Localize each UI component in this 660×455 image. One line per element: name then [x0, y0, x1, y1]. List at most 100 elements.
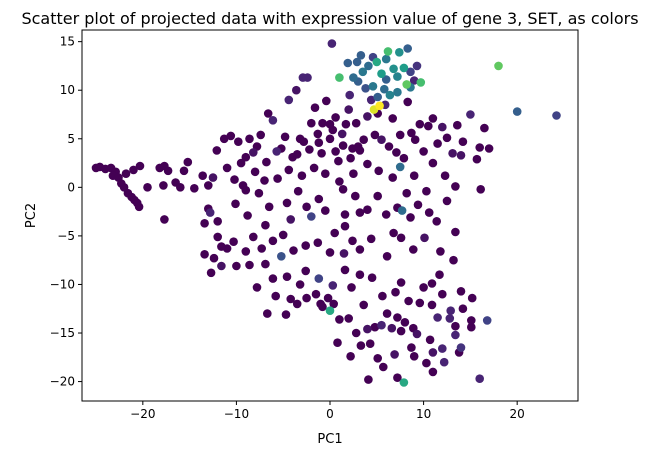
- data-point: [204, 181, 213, 190]
- data-point: [292, 150, 302, 159]
- data-point: [230, 175, 239, 184]
- data-point: [345, 90, 355, 100]
- data-point: [480, 123, 489, 133]
- data-point: [261, 259, 270, 269]
- data-point: [256, 130, 266, 140]
- data-point: [466, 110, 475, 119]
- data-point: [213, 217, 222, 226]
- y-tick-label: 5: [67, 132, 75, 146]
- data-point: [472, 154, 482, 164]
- data-point: [382, 309, 392, 318]
- data-point: [438, 289, 447, 299]
- data-point: [339, 249, 349, 258]
- data-point: [424, 208, 434, 217]
- data-point: [383, 47, 393, 56]
- data-point: [381, 54, 391, 64]
- data-point: [370, 322, 380, 332]
- data-point: [449, 255, 458, 265]
- data-point: [366, 234, 376, 244]
- data-point: [381, 75, 391, 84]
- data-point: [364, 61, 373, 71]
- x-tick-label: 10: [416, 407, 431, 421]
- data-point: [305, 145, 314, 154]
- data-point: [243, 211, 252, 220]
- data-point: [412, 329, 422, 339]
- data-point: [467, 322, 476, 332]
- data-point: [409, 76, 419, 85]
- data-point: [314, 138, 324, 147]
- data-point: [250, 167, 260, 177]
- x-tick-label: −20: [130, 407, 155, 421]
- data-point: [407, 128, 416, 138]
- data-point: [377, 320, 386, 330]
- data-point: [334, 156, 343, 166]
- data-point: [415, 119, 425, 129]
- data-point: [456, 151, 466, 160]
- data-point: [373, 92, 383, 102]
- data-point: [552, 111, 561, 120]
- data-point: [309, 163, 319, 173]
- data-point: [424, 121, 433, 131]
- y-axis-ticks: −20 −15 −10 −5 0 5 10 15: [50, 35, 82, 389]
- data-point: [428, 158, 438, 168]
- data-point: [289, 246, 298, 255]
- data-point: [428, 114, 438, 123]
- data-point: [302, 202, 311, 212]
- data-point: [367, 273, 377, 283]
- data-point: [245, 260, 254, 270]
- data-point: [406, 67, 415, 77]
- data-point: [402, 188, 412, 198]
- data-point: [413, 200, 423, 210]
- data-point: [384, 142, 394, 151]
- data-point: [416, 78, 426, 87]
- data-point: [458, 137, 468, 146]
- data-point: [351, 118, 361, 128]
- data-point: [321, 206, 330, 215]
- data-point: [337, 129, 347, 139]
- data-point: [317, 149, 326, 158]
- data-point: [396, 233, 406, 243]
- data-point: [373, 354, 383, 363]
- data-point: [368, 82, 378, 91]
- data-point: [378, 291, 387, 301]
- points-layer: [91, 39, 561, 387]
- data-point: [286, 215, 296, 224]
- data-point: [272, 147, 282, 156]
- data-point: [374, 166, 384, 176]
- data-point: [344, 314, 354, 323]
- data-point: [370, 130, 380, 140]
- data-point: [363, 324, 372, 334]
- data-point: [467, 316, 476, 325]
- data-point: [263, 309, 272, 318]
- data-point: [318, 302, 327, 312]
- data-point: [252, 283, 262, 292]
- data-point: [494, 61, 503, 71]
- data-point: [333, 338, 342, 348]
- data-point: [387, 323, 397, 333]
- data-point: [438, 344, 447, 353]
- data-point: [399, 63, 409, 73]
- data-point: [271, 291, 281, 301]
- data-point: [403, 44, 413, 53]
- data-point: [257, 244, 267, 253]
- data-point: [391, 287, 400, 297]
- data-point: [346, 153, 355, 163]
- y-tick-label: −20: [50, 375, 75, 389]
- y-tick-label: 15: [60, 35, 75, 49]
- data-point: [325, 134, 335, 144]
- data-point: [163, 166, 173, 176]
- data-point: [321, 169, 330, 178]
- data-point: [393, 87, 402, 97]
- data-point: [453, 120, 462, 130]
- data-point: [328, 281, 338, 290]
- data-point: [475, 143, 485, 152]
- data-point: [313, 238, 323, 247]
- data-point: [222, 163, 232, 173]
- data-point: [412, 61, 422, 71]
- data-point: [340, 221, 350, 231]
- data-point: [311, 289, 321, 299]
- data-point: [409, 171, 419, 180]
- x-tick-label: −10: [224, 407, 249, 421]
- data-point: [268, 236, 278, 246]
